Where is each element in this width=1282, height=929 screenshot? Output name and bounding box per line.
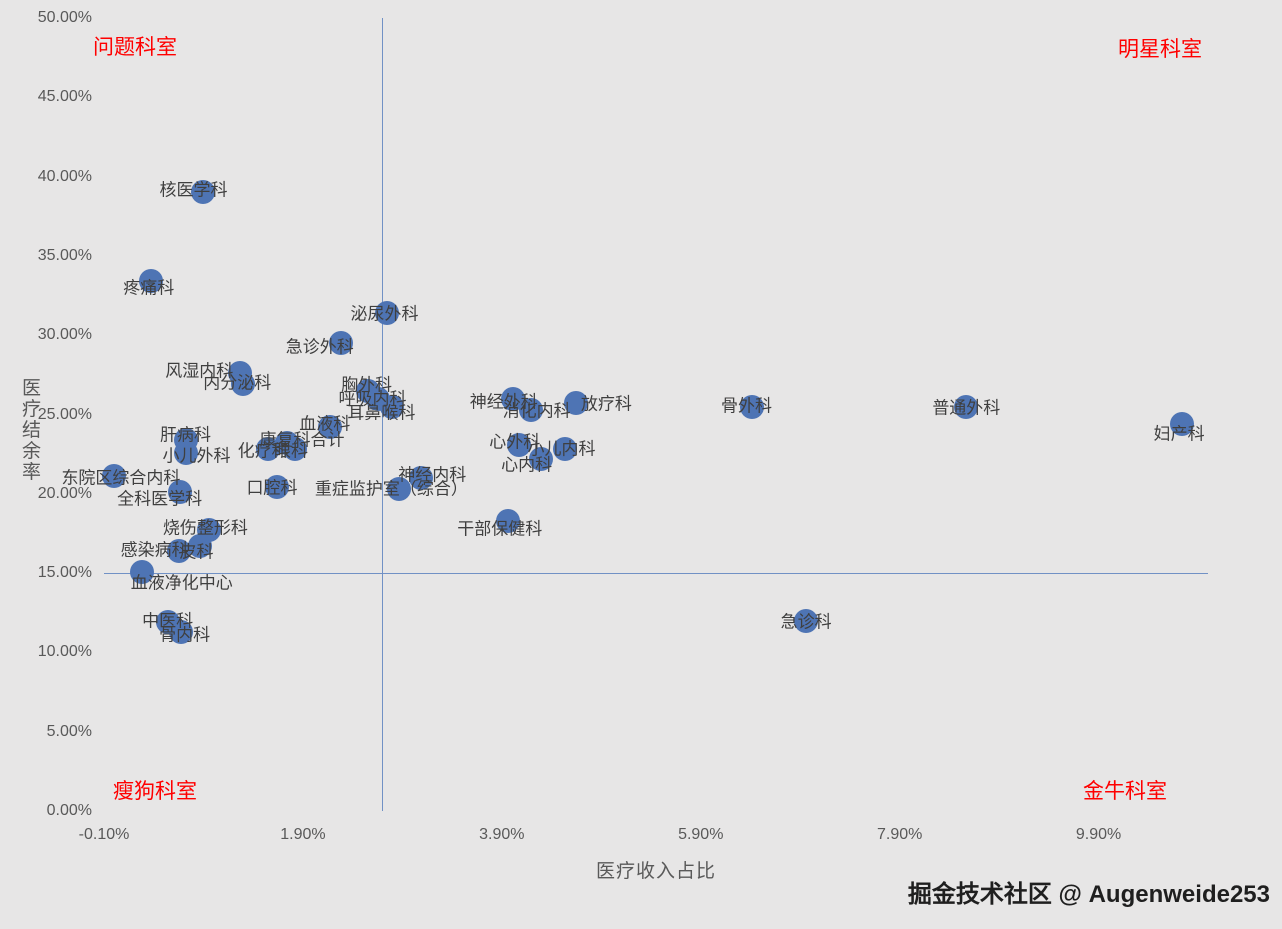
data-point-label: 心内科 — [501, 455, 553, 475]
data-point-marker — [387, 477, 412, 502]
data-point-label: 眼科 — [273, 441, 308, 461]
data-point-label: 重症监护室（综合） — [314, 479, 468, 499]
y-axis-tick-label: 40.00% — [37, 167, 92, 185]
data-point-label: 中医科 — [142, 611, 194, 631]
data-point-label: 全科医学科 — [117, 489, 203, 509]
y-axis-tick-label: 15.00% — [37, 564, 92, 582]
y-axis-tick-label: 0.00% — [46, 802, 92, 819]
data-point-label: 风湿内科 — [165, 361, 234, 381]
data-point-marker — [553, 437, 578, 462]
data-point-label: 小儿外科 — [162, 446, 231, 466]
y-axis-tick-label: 5.00% — [46, 722, 92, 740]
data-point-label: 康复科合计 — [259, 430, 345, 450]
data-point-marker — [954, 394, 979, 419]
data-point-marker — [191, 180, 216, 205]
data-point-label: 内分泌科 — [203, 373, 272, 393]
y-axis-tick-label: 20.00% — [37, 484, 92, 502]
data-point-label: 骨内科 — [159, 625, 211, 645]
data-point-label: 皮科 — [179, 542, 214, 562]
y-axis-title: 医疗结余率 — [19, 377, 40, 483]
data-point-marker — [231, 372, 256, 397]
data-point-label: 普通外科 — [932, 398, 1001, 418]
x-axis-tick-label: 1.90% — [280, 826, 326, 843]
data-point-marker — [101, 464, 126, 489]
data-point-marker — [265, 475, 290, 500]
quadrant-label-bottom-right: 金牛科室 — [1083, 780, 1167, 803]
data-point-marker — [528, 446, 553, 471]
data-point-marker — [168, 619, 193, 644]
x-axis-tick-label: 5.90% — [678, 826, 724, 843]
data-point-marker — [1170, 412, 1195, 437]
data-point-label: 东院区综合内科 — [61, 468, 181, 488]
data-point-marker — [138, 269, 163, 294]
data-point-label: 血液科 — [299, 414, 351, 434]
data-point-marker — [495, 508, 520, 533]
quadrant-label-top-right: 明星科室 — [1118, 38, 1202, 61]
data-point-label: 干部保健科 — [457, 519, 543, 539]
data-point-marker — [282, 437, 307, 462]
data-point-label: 急诊外科 — [285, 337, 354, 357]
data-point-label: 小儿内科 — [527, 439, 596, 459]
x-axis-tick-label: 3.90% — [479, 826, 525, 843]
y-axis-tick-label: 45.00% — [37, 88, 92, 106]
data-point-marker — [167, 480, 192, 505]
y-axis-tick-label: 30.00% — [37, 326, 92, 344]
data-point-label: 消化内科 — [502, 401, 571, 421]
data-point-marker — [256, 437, 281, 462]
data-point-label: 心外科 — [489, 432, 541, 452]
data-point-label: 骨外科 — [720, 396, 772, 416]
data-point-label: 妇产科 — [1153, 424, 1205, 444]
y-axis-tick-label: 10.00% — [37, 643, 92, 661]
quadrant-label-bottom-left: 瘦狗科室 — [113, 780, 197, 803]
data-point-marker — [317, 415, 342, 440]
data-point-marker — [380, 394, 405, 419]
data-point-marker — [129, 559, 154, 584]
data-point-label: 放疗科 — [580, 394, 632, 414]
data-point-marker — [506, 432, 531, 457]
data-point-label: 神经内科 — [398, 465, 467, 485]
data-point-label: 呼吸内科 — [338, 389, 407, 409]
y-axis-tick-label: 35.00% — [37, 246, 92, 264]
data-point-marker — [409, 465, 434, 490]
data-point-marker — [740, 394, 765, 419]
data-point-label: 口腔科 — [246, 478, 298, 498]
data-point-label: 泌尿外科 — [350, 304, 419, 324]
data-point-label: 烧伤整形科 — [162, 518, 248, 538]
data-point-marker — [518, 397, 543, 422]
data-point-marker — [794, 608, 819, 633]
data-point-marker — [564, 391, 589, 416]
data-point-label: 感染病科 — [120, 540, 189, 560]
data-point-label: 胸外科 — [341, 375, 393, 395]
data-point-label: 疼痛科 — [123, 278, 175, 298]
data-point-label: 肝病科 — [160, 425, 212, 445]
quadrant-label-top-left: 问题科室 — [93, 36, 177, 59]
data-point-label: 化疗科 — [237, 441, 289, 461]
data-point-marker — [375, 300, 400, 325]
x-axis-tick-label: 9.90% — [1075, 826, 1122, 843]
horizontal-divider-line — [104, 573, 1208, 575]
watermark: 掘金技术社区 @ Augenweide253 — [907, 881, 1270, 908]
data-point-marker — [166, 538, 191, 563]
data-point-label: 耳鼻喉科 — [347, 403, 416, 423]
y-axis-tick-label: 25.00% — [37, 405, 92, 423]
x-axis-title: 医疗收入占比 — [595, 861, 717, 882]
data-point-marker — [188, 534, 213, 559]
y-axis-tick-label: 50.00% — [37, 9, 92, 26]
data-point-label: 核医学科 — [159, 180, 228, 200]
data-point-marker — [173, 440, 198, 465]
data-point-label: 神经外科 — [469, 392, 538, 412]
x-axis-tick-label: 7.90% — [876, 826, 923, 843]
data-point-marker — [328, 331, 353, 356]
x-axis-tick-label: -0.10% — [78, 826, 130, 843]
data-point-label: 急诊科 — [780, 612, 832, 632]
data-point-label: 血液净化中心 — [130, 573, 233, 592]
